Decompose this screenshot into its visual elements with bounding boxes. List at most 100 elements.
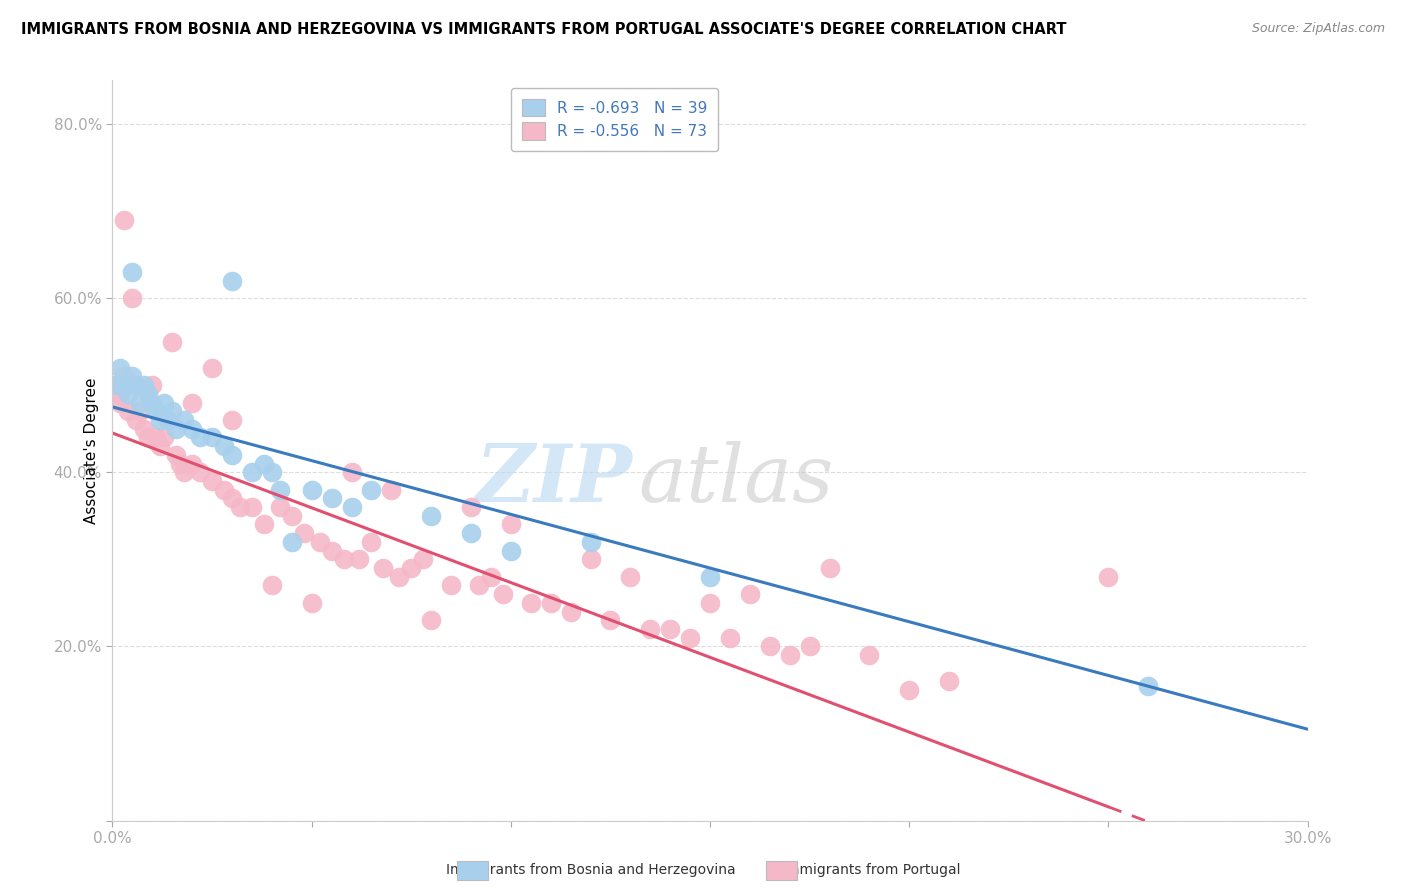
Point bbox=[699, 596, 721, 610]
Point bbox=[212, 483, 235, 497]
Point bbox=[332, 552, 354, 566]
Point bbox=[157, 413, 180, 427]
Y-axis label: Associate's Degree: Associate's Degree bbox=[83, 377, 98, 524]
Point bbox=[401, 561, 423, 575]
Point bbox=[173, 465, 195, 479]
Point bbox=[181, 457, 204, 471]
Text: IMMIGRANTS FROM BOSNIA AND HERZEGOVINA VS IMMIGRANTS FROM PORTUGAL ASSOCIATE'S D: IMMIGRANTS FROM BOSNIA AND HERZEGOVINA V… bbox=[21, 22, 1067, 37]
Point bbox=[301, 483, 323, 497]
Point bbox=[281, 508, 304, 523]
Point bbox=[699, 570, 721, 584]
Point bbox=[201, 360, 224, 375]
Point bbox=[440, 578, 463, 592]
Point bbox=[129, 404, 152, 418]
Point bbox=[321, 543, 343, 558]
Point bbox=[799, 640, 821, 654]
Point bbox=[125, 413, 148, 427]
Point bbox=[321, 491, 343, 506]
Point bbox=[499, 517, 522, 532]
Point bbox=[492, 587, 515, 601]
Point bbox=[659, 622, 682, 636]
Point bbox=[149, 439, 172, 453]
Point bbox=[121, 291, 143, 305]
Point bbox=[679, 631, 702, 645]
Point bbox=[110, 360, 132, 375]
Point bbox=[898, 683, 921, 698]
Point bbox=[260, 465, 283, 479]
Point bbox=[105, 378, 128, 392]
Point bbox=[540, 596, 562, 610]
Point bbox=[188, 430, 211, 444]
Point bbox=[201, 474, 224, 488]
Point bbox=[181, 395, 204, 409]
Point bbox=[579, 535, 602, 549]
Point bbox=[221, 491, 243, 506]
Point bbox=[718, 631, 741, 645]
Point bbox=[269, 500, 291, 514]
Text: Source: ZipAtlas.com: Source: ZipAtlas.com bbox=[1251, 22, 1385, 36]
Point bbox=[162, 404, 183, 418]
Point bbox=[165, 422, 187, 436]
Point bbox=[165, 448, 187, 462]
Point bbox=[114, 212, 135, 227]
Point bbox=[105, 378, 128, 392]
Point bbox=[134, 422, 156, 436]
Point bbox=[134, 378, 156, 392]
Point bbox=[117, 387, 139, 401]
Point bbox=[145, 430, 167, 444]
Point bbox=[169, 457, 191, 471]
Point bbox=[349, 552, 371, 566]
Point bbox=[420, 613, 443, 627]
Point bbox=[360, 483, 382, 497]
Point bbox=[738, 587, 761, 601]
Point bbox=[818, 561, 841, 575]
Point bbox=[149, 413, 172, 427]
Point bbox=[212, 439, 235, 453]
Point bbox=[579, 552, 602, 566]
Point bbox=[162, 334, 183, 349]
Point bbox=[640, 622, 662, 636]
Point bbox=[499, 543, 522, 558]
Point bbox=[380, 483, 402, 497]
Point bbox=[141, 378, 163, 392]
Point bbox=[269, 483, 291, 497]
Point bbox=[125, 378, 148, 392]
Point bbox=[221, 448, 243, 462]
Point bbox=[110, 387, 132, 401]
Point bbox=[121, 265, 143, 279]
Point bbox=[138, 387, 160, 401]
Point bbox=[221, 413, 243, 427]
Point bbox=[240, 500, 263, 514]
Point bbox=[520, 596, 543, 610]
Point bbox=[858, 648, 880, 662]
Point bbox=[153, 430, 176, 444]
Point bbox=[301, 596, 323, 610]
Point bbox=[479, 570, 502, 584]
Point bbox=[117, 404, 139, 418]
Point bbox=[129, 395, 152, 409]
Point bbox=[460, 500, 482, 514]
Point bbox=[201, 430, 224, 444]
Point bbox=[1097, 570, 1119, 584]
Point bbox=[253, 457, 276, 471]
Text: Immigrants from Bosnia and Herzegovina: Immigrants from Bosnia and Herzegovina bbox=[446, 863, 735, 877]
Point bbox=[240, 465, 263, 479]
Point bbox=[121, 369, 143, 384]
Point bbox=[260, 578, 283, 592]
Point bbox=[779, 648, 801, 662]
Point bbox=[138, 430, 160, 444]
Text: atlas: atlas bbox=[638, 442, 834, 519]
Point bbox=[340, 465, 363, 479]
Point bbox=[373, 561, 395, 575]
Point bbox=[281, 535, 304, 549]
Point bbox=[145, 404, 167, 418]
Point bbox=[412, 552, 434, 566]
Point bbox=[114, 378, 135, 392]
Point bbox=[460, 526, 482, 541]
Point bbox=[181, 422, 204, 436]
Point bbox=[1137, 679, 1160, 693]
Point bbox=[153, 395, 176, 409]
Point bbox=[110, 395, 132, 409]
Point bbox=[420, 508, 443, 523]
Point bbox=[221, 274, 243, 288]
